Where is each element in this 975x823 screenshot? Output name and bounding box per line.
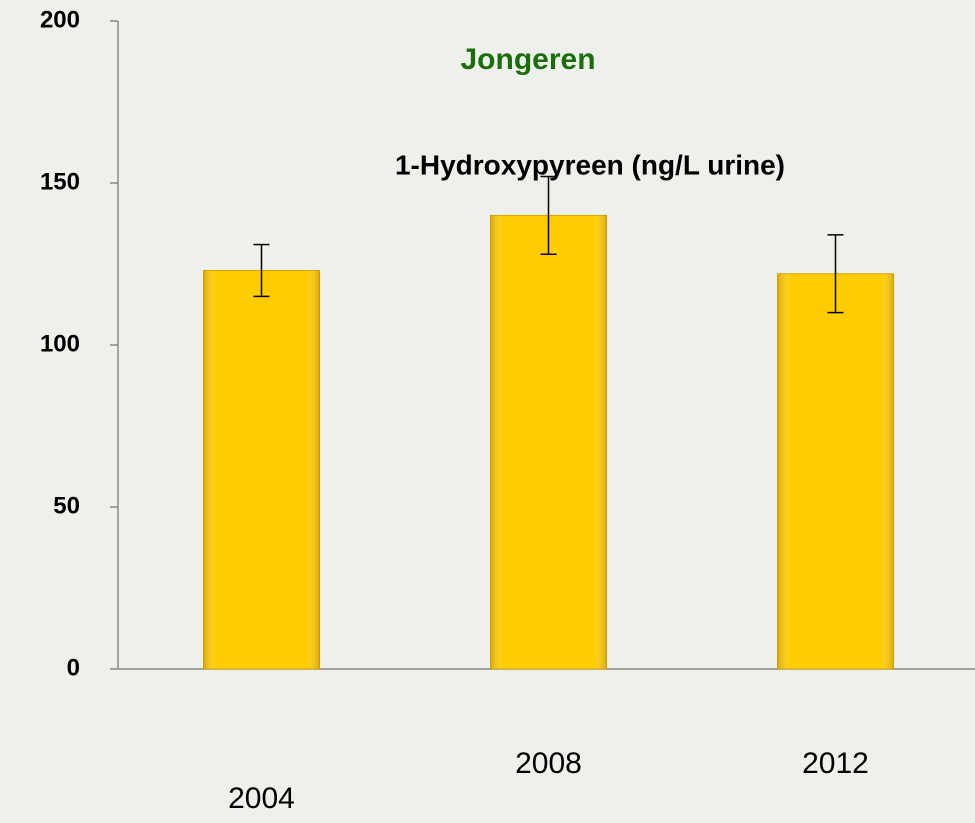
x-tick-label: 2012 [802, 747, 869, 780]
bar [490, 214, 607, 670]
bar [777, 273, 894, 670]
chart-subtitle: 1-Hydroxypyreen (ng/L urine) [395, 149, 785, 180]
y-tick-label: 50 [53, 492, 80, 519]
bar [203, 269, 320, 670]
x-tick-label: 2008 [515, 747, 582, 780]
y-tick-label: 100 [40, 330, 80, 357]
x-tick-label: 2004 [228, 782, 295, 815]
y-tick-label: 200 [40, 6, 80, 33]
chart-title: Jongeren [460, 43, 595, 76]
y-tick-label: 0 [67, 654, 80, 681]
y-tick-label: 150 [40, 168, 80, 195]
